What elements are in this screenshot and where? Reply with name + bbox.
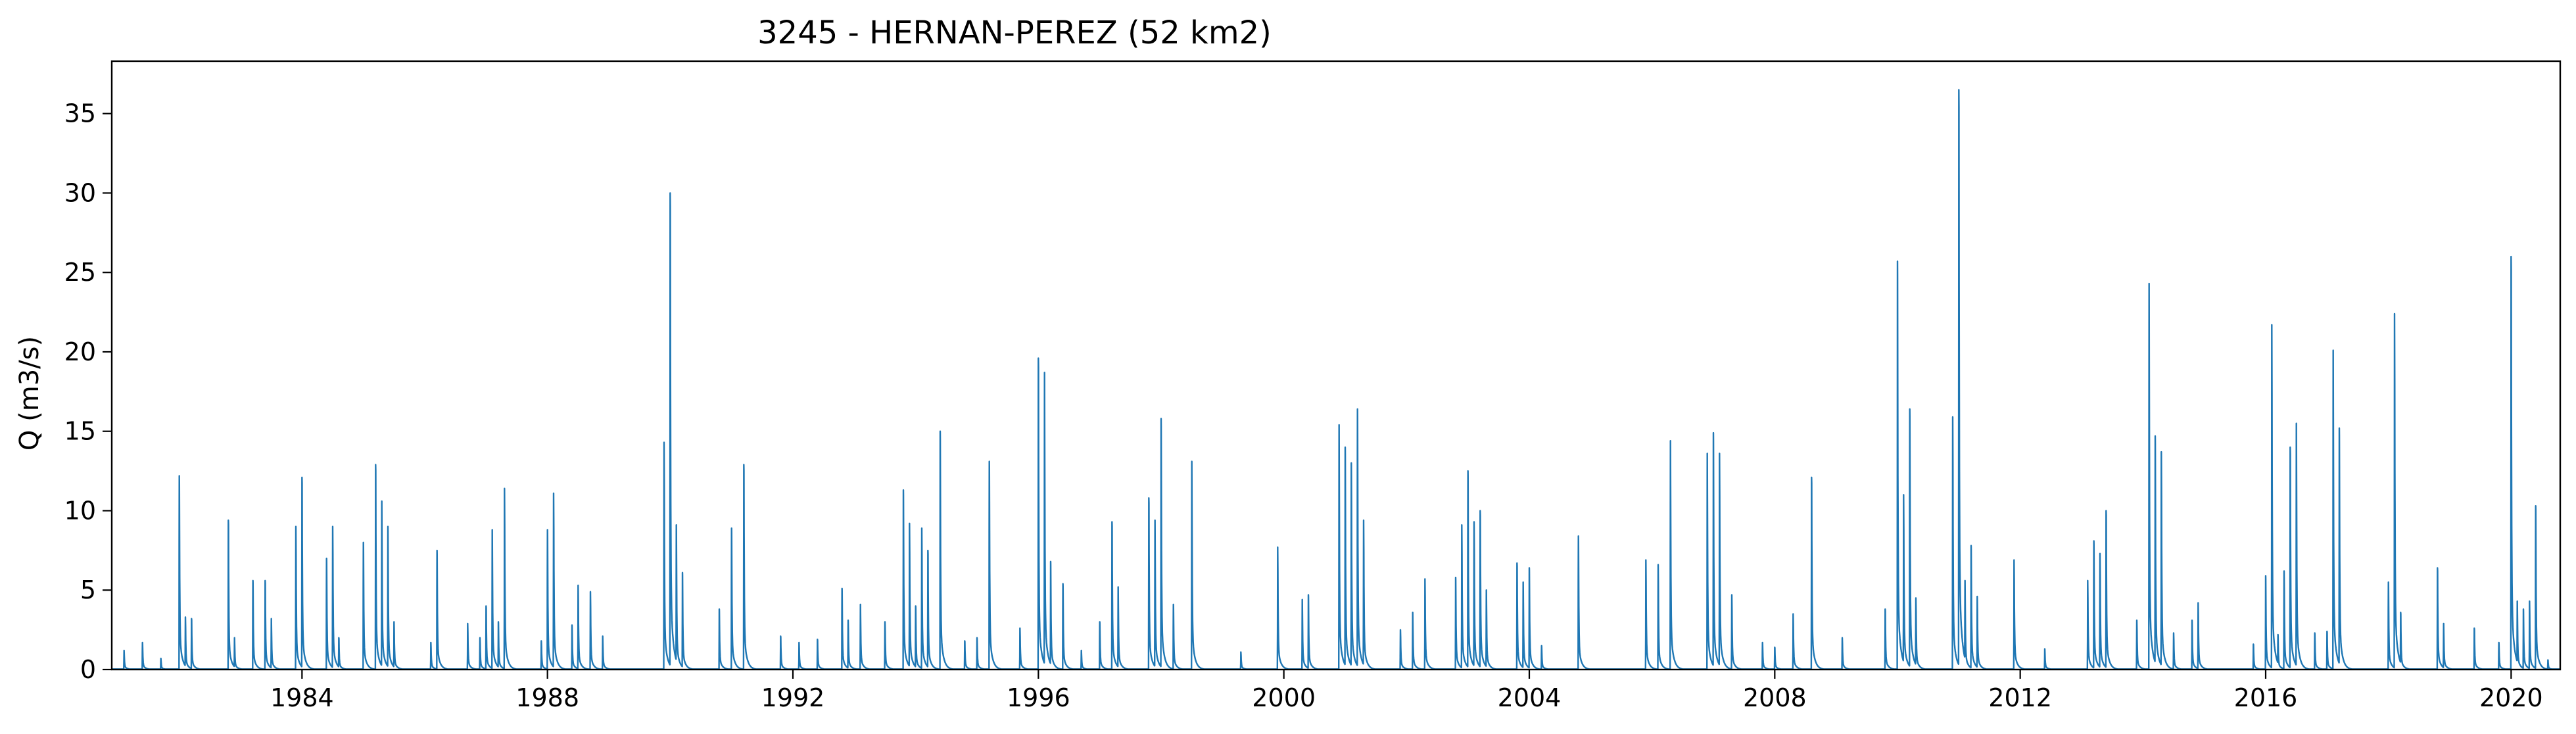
- x-tick-label: 2016: [2234, 683, 2298, 712]
- y-tick-label: 20: [64, 337, 96, 366]
- x-tick-label: 2012: [1988, 683, 2052, 712]
- plot-area: 1984 1988 1992 1996 2000 2004 2008 2012 2016 2020…: [64, 60, 2562, 712]
- y-tick-label: 15: [64, 417, 96, 446]
- chart-title: 3245 - HERNAN-PEREZ (52 km2): [757, 14, 1272, 51]
- x-tick-label: 1996: [1007, 683, 1070, 712]
- x-tick-label: 2020: [2479, 683, 2543, 712]
- axes-frame: [110, 60, 2562, 671]
- y-tick-label: 5: [80, 575, 96, 604]
- x-tick-label: 2000: [1252, 683, 1316, 712]
- x-tick-label: 1984: [270, 683, 334, 712]
- y-tick-label: 0: [80, 655, 96, 684]
- x-tick-label: 1992: [761, 683, 825, 712]
- y-axis-label: Q (m3/s): [14, 336, 45, 451]
- y-tick-label: 25: [64, 258, 96, 287]
- discharge-series-line: [111, 89, 2561, 670]
- y-tick-label: 35: [64, 99, 96, 128]
- x-tick-label: 2004: [1498, 683, 1562, 712]
- y-tick-label: 30: [64, 178, 96, 207]
- x-tick-label: 1988: [515, 683, 579, 712]
- x-tick-label: 2008: [1743, 683, 1807, 712]
- y-tick-label: 10: [64, 496, 96, 525]
